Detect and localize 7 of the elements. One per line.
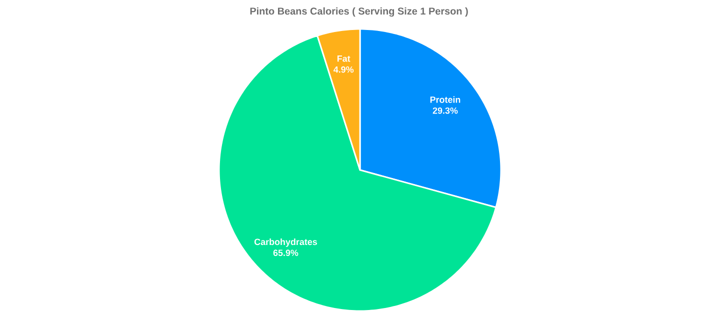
chart-title: Pinto Beans Calories ( Serving Size 1 Person ) [250, 7, 468, 17]
data-label: 4.9% [334, 66, 354, 73]
data-label: 29.3% [432, 107, 458, 114]
slice-label: Protein [430, 96, 460, 103]
slice-label: Carbohydrates [254, 238, 318, 247]
slice-label: Fat [337, 55, 350, 62]
data-label: 65.9% [273, 250, 298, 256]
